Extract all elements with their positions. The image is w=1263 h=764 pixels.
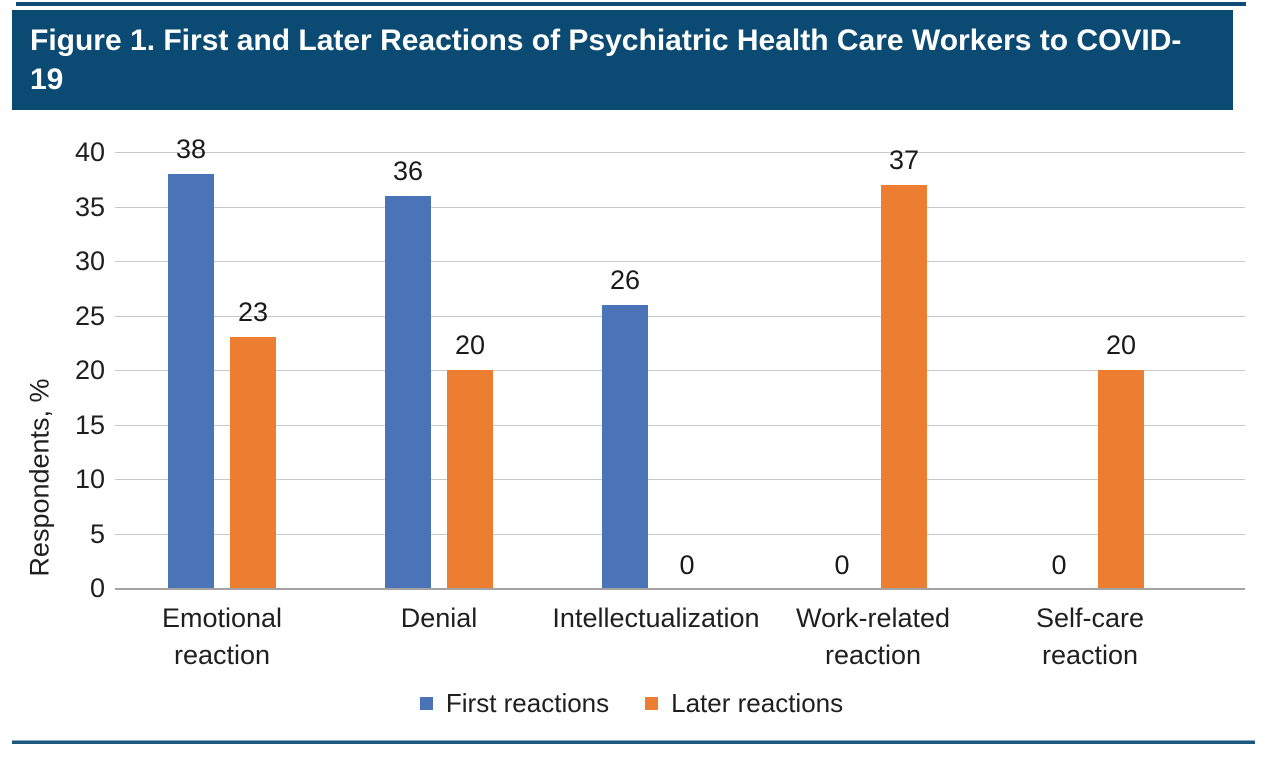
legend-swatch-first-reactions [419,697,433,710]
bar-later-reactions-denial [447,370,493,588]
gridline [115,315,1245,317]
gridline [115,479,1245,480]
figure-title: Figure 1. First and Later Reactions of P… [30,24,1182,96]
legend-label: First reactions [445,688,610,718]
data-label: 0 [1051,550,1067,580]
chart-legend: First reactions Later reactions [0,688,1263,719]
y-tick-label: 10 [74,464,105,494]
gridline [115,533,1245,535]
x-category-label: Work-related reaction [795,603,951,670]
x-category-label: Denial [400,603,478,633]
y-tick-label: 30 [74,246,105,276]
data-label: 20 [1105,330,1137,360]
bar-later-reactions-emotional-reaction [230,337,276,588]
data-label: 0 [834,550,850,580]
bar-chart: 0 5 10 15 20 25 30 35 40 Respondents, % 38 36 26 0 0 23… [0,110,1263,730]
bar-first-reactions-emotional-reaction [168,173,214,588]
data-label: 38 [175,133,207,164]
x-category-label: Emotional reaction [161,603,283,670]
y-tick-label: 5 [89,518,105,549]
gridline [115,370,1245,371]
y-tick-label: 20 [74,355,105,385]
gridline [115,261,1245,262]
legend-item-later-reactions: Later reactions [645,688,843,719]
y-tick-label: 0 [89,573,105,603]
gridline [115,152,1245,153]
bar-later-reactions-self-care-reaction [1098,370,1144,588]
x-category-label: Self-care reaction [1035,603,1145,670]
legend-label: Later reactions [671,688,844,718]
data-label: 23 [237,297,269,328]
gridline [115,206,1245,208]
data-label: 26 [609,264,641,295]
top-divider-rule [16,2,1246,6]
data-label: 0 [679,550,695,580]
x-category-label: Intellectualization [552,603,760,633]
data-label: 37 [888,144,920,175]
bar-first-reactions-intellectualization [602,304,648,588]
y-tick-label: 35 [74,191,105,222]
bottom-divider-rule [12,740,1255,744]
x-axis-line [115,588,1245,590]
y-tick-label: 25 [74,300,105,331]
data-label: 20 [454,330,486,360]
y-tick-label: 15 [74,409,105,440]
figure-title-banner: Figure 1. First and Later Reactions of P… [12,10,1233,110]
legend-item-first-reactions: First reactions [419,688,610,719]
gridline [115,424,1245,426]
bar-later-reactions-work-related-reaction [881,184,927,588]
y-axis-title: Respondents, % [24,378,55,577]
bar-first-reactions-denial [385,195,431,588]
data-label: 36 [392,155,424,186]
y-tick-label: 40 [74,137,105,167]
legend-swatch-later-reactions [645,697,659,710]
